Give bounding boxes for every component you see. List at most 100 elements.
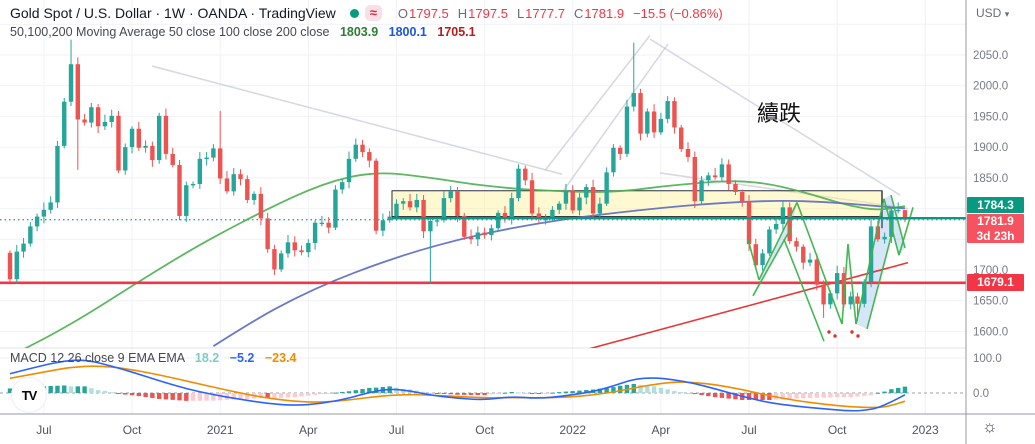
candle-body	[211, 148, 216, 158]
candle-body	[753, 244, 758, 266]
candle-body	[14, 251, 19, 280]
candle-body	[563, 190, 569, 204]
green-drawn-trendline	[841, 244, 849, 325]
candle-body	[48, 202, 53, 210]
macd-histogram-bar	[665, 389, 670, 393]
candle-body	[733, 184, 738, 192]
sell-marker-dot	[833, 334, 837, 338]
macd-histogram-bar	[523, 392, 528, 394]
candle-body	[590, 187, 596, 214]
candle-body	[658, 118, 664, 133]
candle-body	[875, 226, 881, 240]
macd-indicator-row[interactable]: MACD 12 26 close 9 EMA EMA 18.2 −5.2 −23…	[10, 351, 297, 365]
symbol-title[interactable]: Gold Spot / U.S. Dollar · 1W · OANDA · T…	[10, 5, 336, 21]
macd-histogram-bar	[272, 393, 277, 399]
macd-histogram-bar	[340, 391, 345, 393]
macd-histogram-bar	[651, 386, 657, 393]
macd-histogram-bar	[529, 393, 535, 394]
currency-dropdown[interactable]: USD ▾	[976, 6, 1009, 20]
candle-body	[834, 273, 840, 294]
market-status-dot-icon	[349, 8, 359, 18]
green-drawn-trendline	[747, 239, 760, 281]
candle-body	[475, 232, 481, 240]
change-value: −15.5 (−0.86%)	[633, 5, 723, 21]
macd-histogram-bar	[129, 393, 135, 396]
candle-body	[767, 229, 772, 254]
delayed-data-badge-icon[interactable]: ≈	[364, 5, 382, 21]
candle-body	[428, 220, 433, 232]
candle-body	[489, 228, 494, 235]
macd-histogram-bar	[265, 393, 270, 399]
macd-histogram-bar	[753, 393, 758, 400]
candle-body	[570, 190, 575, 211]
tradingview-logo[interactable]: TV	[12, 378, 46, 412]
candle-body	[150, 145, 155, 161]
candle-body	[855, 296, 860, 304]
close-label: C	[573, 5, 584, 21]
ma100-value: 1800.1	[388, 25, 427, 39]
candle-body	[468, 236, 474, 240]
time-tick-label: Jul	[741, 423, 756, 437]
ma-indicator-row[interactable]: 50,100,200 Moving Average 50 close 100 c…	[10, 25, 476, 39]
macd-histogram-bar	[245, 393, 250, 399]
macd-histogram-bar	[211, 393, 216, 401]
open-value: 1797.5	[409, 5, 449, 21]
low-value: 1777.7	[525, 5, 565, 21]
macd-histogram-bar	[692, 393, 697, 395]
ma50-value: 1803.9	[339, 25, 379, 39]
time-axis-scale[interactable]: Jul Oct 2021 Apr Jul Oct 2022 Apr Jul Oct 2023	[36, 423, 939, 437]
candle-body	[89, 107, 94, 123]
candle-body	[299, 250, 304, 253]
macd-histogram-bar	[279, 393, 284, 398]
macd-histogram-bar	[495, 393, 501, 394]
macd-histogram-bar	[62, 385, 67, 393]
macd-histogram-bar	[760, 393, 765, 400]
chart-text-annotation[interactable]: 續跌	[757, 102, 802, 127]
candle-body	[414, 199, 419, 208]
candle-body	[482, 232, 487, 235]
macd-histogram-bar	[184, 393, 189, 401]
gridlines	[0, 0, 966, 414]
ma-indicator-label: 50,100,200 Moving Average 50 close 100 c…	[10, 25, 330, 39]
candle-body	[184, 185, 189, 216]
candle-body	[190, 184, 196, 186]
macd-histogram-bar	[868, 393, 874, 396]
macd-histogram-bar	[699, 393, 704, 396]
macd-histogram-bar	[123, 393, 128, 395]
macd-histogram-bar	[231, 393, 236, 400]
macd-histogram-bar	[333, 392, 338, 394]
ma100-line	[212, 199, 906, 347]
macd-histogram-bar	[502, 392, 508, 394]
macd-histogram-bar	[889, 389, 894, 393]
candle-body	[312, 222, 318, 243]
macd-histogram-bar	[326, 393, 331, 394]
macd-histogram-bar	[862, 393, 867, 396]
candle-body	[828, 293, 833, 305]
open-label: O	[397, 5, 409, 21]
ohlc-values: O1797.5 H1797.5 L1777.7 C1781.9 −15.5 (−…	[398, 6, 723, 21]
settings-gear-icon[interactable]: ☼	[982, 417, 998, 436]
macd-histogram-bar	[584, 390, 589, 393]
candle-body	[814, 259, 820, 285]
macd-tick-label: 100.0	[973, 353, 1002, 365]
candle-body	[665, 101, 670, 119]
candle-body	[21, 243, 26, 252]
macd-histogram-bar	[197, 393, 203, 401]
candle-body	[651, 111, 657, 133]
candle-body	[645, 111, 650, 134]
macd-histogram-bar	[102, 390, 108, 393]
candle-body	[340, 182, 345, 190]
macd-histogram-bar	[428, 393, 433, 394]
macd-histogram-bar	[204, 393, 209, 401]
candle-body	[611, 147, 616, 173]
macd-histogram-bar	[75, 386, 80, 393]
candle-body	[401, 201, 406, 204]
macd-histogram-bar	[706, 393, 711, 397]
candle-body	[577, 197, 582, 211]
green-drawn-trendline	[866, 229, 894, 330]
macd-hist-value: 18.2	[194, 351, 220, 365]
last-price-label: 1781.9 3d 23h	[967, 214, 1024, 243]
macd-histogram-bar	[177, 393, 182, 401]
